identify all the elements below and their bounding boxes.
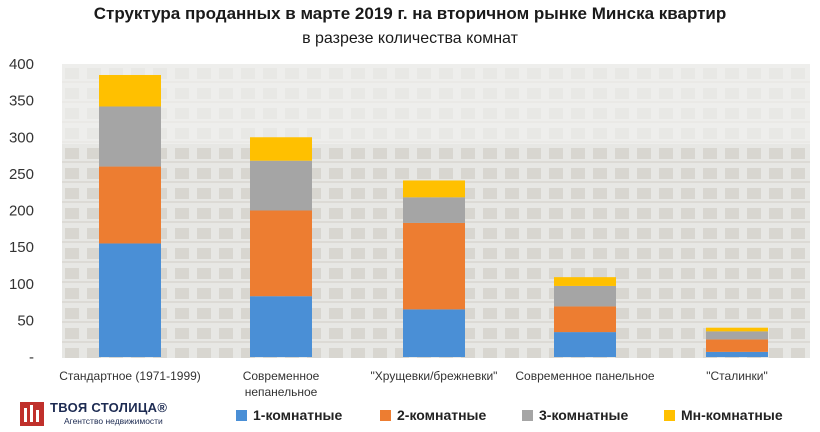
bar-segment: [403, 309, 465, 357]
x-axis: Стандартное (1971-1999) Современное непане…: [59, 369, 768, 399]
bar-segment: [706, 331, 768, 340]
bar-segment: [554, 285, 616, 307]
x-tick-label: Современное непанельное: [243, 369, 320, 399]
legend-swatch: [664, 409, 675, 421]
legend-swatch: [236, 409, 247, 421]
y-tick-label: 200: [9, 203, 34, 220]
logo-name: ТВОЯ СТОЛИЦА®: [50, 400, 168, 415]
bar-segment: [99, 166, 161, 244]
background-sky: [62, 64, 810, 144]
legend-swatch: [522, 409, 533, 421]
legend-label: 3-комнатные: [539, 407, 629, 423]
stacked-bar-chart: - 50 100 150 200 250 300 350 400 Стандартное (19…: [9, 56, 810, 399]
legend-item-multi-room: Мн-комнатные: [664, 404, 783, 426]
y-tick-label: 350: [9, 93, 34, 110]
bar-segment: [403, 222, 465, 310]
bar-segment: [706, 351, 768, 357]
legend-label: Мн-комнатные: [681, 407, 783, 423]
legend-item-2-room: 2-комнатные: [380, 404, 486, 426]
bar-segment: [403, 197, 465, 223]
bar-segment: [706, 327, 768, 332]
legend-label: 2-комнатные: [397, 407, 487, 423]
x-tick-label: "Сталинки": [706, 369, 768, 383]
bar-segment: [250, 296, 312, 357]
x-tick-label: "Хрущевки/брежневки": [371, 369, 498, 383]
bar-segment: [250, 210, 312, 297]
logo-tagline: Агентство недвижимости: [64, 416, 163, 426]
y-tick-label: 250: [9, 166, 34, 183]
y-tick-label: 50: [17, 312, 34, 329]
bar-segment: [554, 277, 616, 286]
y-tick-label: 150: [9, 239, 34, 256]
y-tick-label: 300: [9, 129, 34, 146]
bar-segment: [706, 339, 768, 352]
y-axis: - 50 100 150 200 250 300 350 400: [9, 56, 34, 366]
bar-segment: [554, 332, 616, 357]
legend-item-3-room: 3-комнатные: [522, 404, 628, 426]
chart-subtitle: в разрезе количества комнат: [302, 30, 518, 47]
legend: 1-комнатные 2-комнатные 3-комнатные Мн-к…: [0, 404, 820, 426]
building-logo-icon: [20, 402, 44, 426]
y-tick-label: 100: [9, 276, 34, 293]
chart-title: Структура проданных в марте 2019 г. на в…: [93, 4, 727, 23]
x-tick-label: Стандартное (1971-1999): [59, 369, 201, 383]
y-tick-label: -: [29, 349, 34, 366]
legend-item-1-room: 1-комнатные: [236, 404, 342, 426]
x-tick-label: Современное панельное: [515, 369, 655, 383]
bar-segment: [250, 137, 312, 161]
bar-segment: [250, 160, 312, 211]
bar-segment: [99, 74, 161, 107]
bar-segment: [99, 243, 161, 357]
legend-label: 1-комнатные: [253, 407, 343, 423]
bar-segment: [403, 180, 465, 198]
bar-segment: [554, 306, 616, 333]
bar-segment: [99, 106, 161, 167]
y-tick-label: 400: [9, 56, 34, 73]
agency-logo: ТВОЯ СТОЛИЦА® Агентство недвижимости: [20, 398, 220, 430]
legend-swatch: [380, 409, 391, 421]
bars: [99, 74, 768, 357]
